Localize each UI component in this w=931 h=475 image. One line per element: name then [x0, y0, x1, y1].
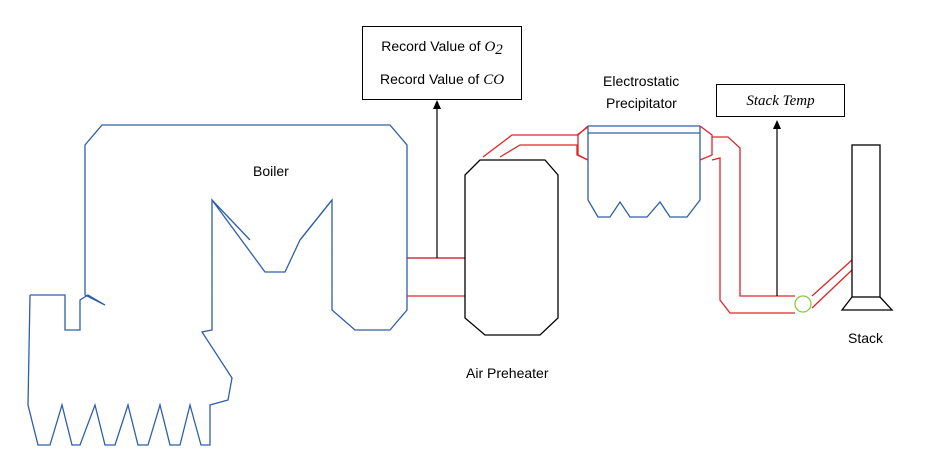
record-co-var: CO [483, 72, 505, 88]
air-preheater-body [464, 159, 559, 336]
boiler-to-preheater-duct [407, 257, 465, 297]
esp-body [577, 125, 713, 218]
esp-to-stack-duct [711, 136, 853, 314]
stack-temp-box: Stack Temp [716, 84, 845, 117]
stack-temp-arrow [773, 120, 781, 296]
record-o2-line: Record Value of O2 [363, 38, 521, 59]
record-o2-var: O [484, 39, 496, 55]
o2-co-measurement-arrow [433, 100, 441, 258]
record-values-box: Record Value of O2 Record Value of CO [362, 26, 522, 100]
record-o2-prefix: Record Value of [381, 38, 485, 54]
record-co-line: Record Value of CO [363, 71, 521, 89]
boiler-outline [27, 124, 408, 446]
preheater-to-esp-duct [482, 126, 589, 161]
esp-label-line2: Precipitator [606, 95, 677, 111]
record-co-prefix: Record Value of [379, 71, 484, 87]
record-o2-sub: 2 [495, 42, 503, 58]
stack-body [840, 144, 894, 311]
air-preheater-label: Air Preheater [466, 365, 549, 381]
stack-label: Stack [848, 330, 884, 346]
stack-temp-text: Stack Temp [746, 93, 815, 109]
esp-label-line1: Electrostatic [603, 73, 680, 89]
boiler-label: Boiler [253, 163, 289, 179]
stack-temp-sensor [794, 295, 812, 313]
